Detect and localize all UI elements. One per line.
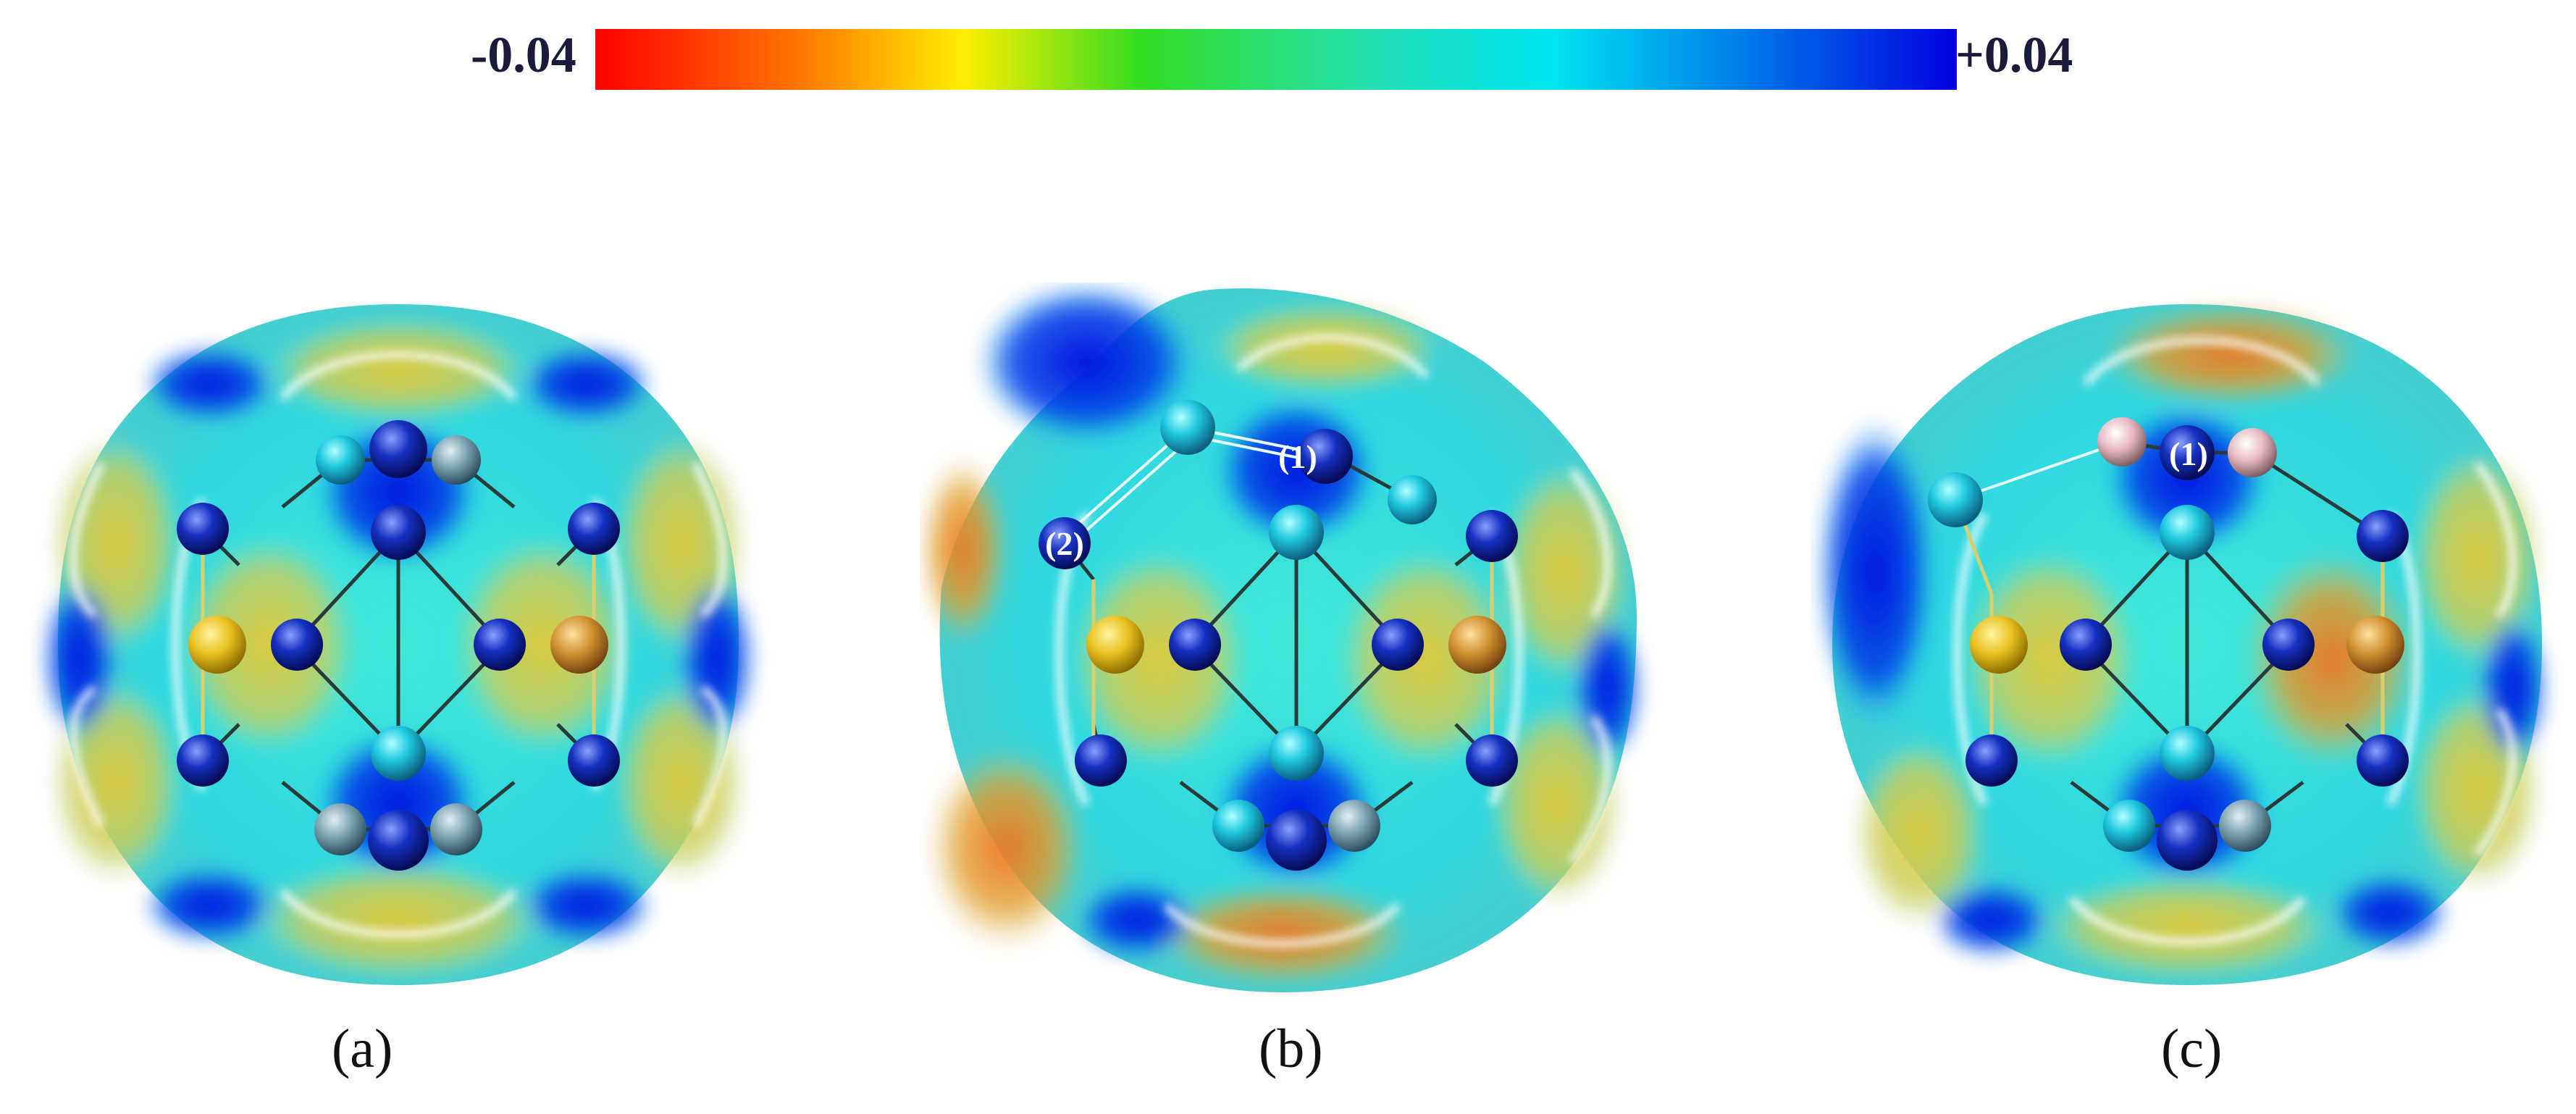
- atom: [316, 435, 365, 485]
- site-label-2: (2): [1045, 525, 1084, 562]
- atom: [371, 726, 426, 781]
- atom: [2097, 417, 2147, 466]
- atom: [568, 734, 620, 787]
- atom: [474, 619, 526, 671]
- atom: [177, 503, 229, 555]
- surface-map-a: [43, 304, 753, 985]
- atom: [1039, 517, 1091, 569]
- atom: [2357, 510, 2409, 562]
- atom: [1328, 800, 1380, 852]
- atom: [1212, 800, 1264, 852]
- atom: [1388, 475, 1437, 524]
- atom: [1970, 616, 2028, 674]
- atom: [1928, 472, 1983, 527]
- atom: [177, 734, 229, 787]
- atom: [271, 619, 323, 671]
- atom: [2060, 619, 2112, 671]
- atom: [430, 803, 482, 855]
- atom: [2228, 428, 2277, 477]
- atom: [368, 810, 429, 871]
- atom: [371, 505, 426, 560]
- atom: [2160, 425, 2215, 480]
- atom: [1086, 616, 1144, 674]
- atom: [1160, 400, 1215, 455]
- atom: [1372, 619, 1424, 671]
- atom: [2103, 800, 2155, 852]
- atom: [314, 803, 366, 855]
- colorbar: [595, 29, 1957, 90]
- panel-b: (1) (2): [920, 282, 1673, 1007]
- atom: [2219, 800, 2271, 852]
- atom: [2160, 505, 2215, 560]
- atom: [2346, 616, 2404, 674]
- atom: [188, 616, 246, 674]
- site-label-1: (1): [1278, 438, 1317, 475]
- atom: [369, 420, 427, 478]
- atom: [1466, 734, 1518, 787]
- atom: [1269, 726, 1324, 781]
- panel-a: [22, 282, 775, 1007]
- surface-map-c: (1): [1818, 304, 2546, 985]
- caption-c: (c): [2161, 1018, 2223, 1079]
- atom: [2157, 810, 2218, 871]
- atom: [1169, 619, 1221, 671]
- site-label-1: (1): [2169, 435, 2208, 472]
- atom: [1298, 429, 1353, 484]
- atom: [2262, 619, 2315, 671]
- atom: [1466, 510, 1518, 562]
- atom: [1075, 734, 1127, 787]
- surface-map-b: (1) (2): [920, 282, 1640, 993]
- atom: [1269, 505, 1324, 560]
- panel-c: (1): [1811, 282, 2564, 1007]
- colorbar-legend: -0.04 +0.04: [0, 0, 2576, 116]
- atom: [1965, 734, 2018, 787]
- colorbar-min-label: -0.04: [471, 28, 576, 83]
- surface-outline: [939, 288, 1637, 993]
- atom: [568, 503, 620, 555]
- caption-a: (a): [332, 1018, 393, 1079]
- caption-b: (b): [1259, 1018, 1323, 1079]
- atom: [2357, 734, 2409, 787]
- atom: [550, 616, 608, 674]
- colorbar-max-label: +0.04: [1955, 28, 2073, 83]
- colorbar-gradient: [595, 29, 1957, 90]
- atom: [2160, 726, 2215, 781]
- atom: [1266, 810, 1327, 871]
- atom: [1448, 616, 1506, 674]
- atom: [432, 435, 481, 485]
